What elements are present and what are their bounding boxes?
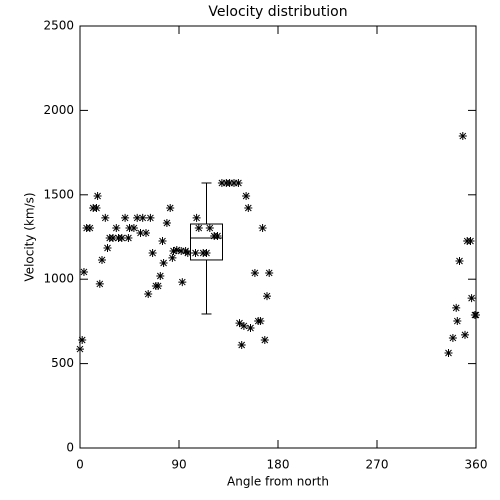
box	[190, 223, 223, 261]
data-point	[260, 335, 269, 344]
plot-frame	[79, 25, 477, 449]
data-point	[133, 213, 142, 222]
data-point	[92, 203, 101, 212]
data-point	[448, 333, 457, 342]
data-point	[444, 348, 453, 357]
x-tick-label: 360	[465, 458, 488, 472]
data-point	[103, 243, 112, 252]
data-point	[168, 253, 177, 262]
data-point	[458, 132, 467, 141]
data-point	[217, 178, 226, 187]
data-point	[263, 292, 271, 301]
data-point	[158, 237, 167, 246]
data-point	[453, 317, 462, 326]
data-point	[159, 258, 168, 267]
data-point	[235, 319, 244, 328]
x-tick-label: 0	[76, 458, 84, 472]
data-point	[162, 218, 171, 227]
data-point	[467, 294, 476, 303]
data-point	[242, 191, 251, 200]
data-point	[76, 345, 84, 354]
data-point	[183, 249, 192, 258]
y-axis-label: Velocity (km/s)	[23, 192, 37, 281]
data-point	[244, 203, 253, 212]
data-point	[225, 178, 234, 187]
data-point	[194, 224, 203, 233]
data-point	[461, 330, 469, 339]
data-point	[239, 321, 248, 330]
y-tick-label: 2500	[43, 19, 74, 33]
data-point	[142, 228, 150, 237]
data-point	[213, 231, 222, 240]
chart-title: Velocity distribution	[208, 4, 347, 20]
data-point	[256, 317, 265, 326]
y-tick-label: 1500	[43, 187, 74, 201]
data-point	[466, 237, 475, 246]
data-point	[125, 224, 134, 233]
data-point	[169, 247, 178, 256]
data-point	[230, 178, 238, 187]
data-point	[455, 256, 464, 265]
data-point	[191, 249, 200, 258]
data-point	[101, 213, 110, 222]
data-point	[93, 191, 102, 200]
data-point	[136, 228, 145, 237]
data-point	[472, 310, 480, 319]
data-point	[121, 213, 130, 222]
data-point	[78, 335, 87, 344]
data-point	[202, 249, 211, 258]
data-point	[246, 323, 255, 332]
y-tick-label: 1000	[43, 272, 74, 286]
data-point	[148, 249, 157, 258]
data-point	[250, 268, 259, 277]
data-point	[144, 290, 153, 299]
data-point	[452, 303, 461, 312]
data-point	[172, 245, 181, 254]
y-tick-label: 2000	[43, 103, 74, 117]
data-point	[166, 203, 175, 212]
x-tick-label: 90	[171, 458, 186, 472]
data-point	[205, 224, 214, 233]
data-point	[192, 213, 201, 222]
data-point	[98, 255, 106, 264]
data-point	[146, 213, 155, 222]
data-point	[124, 234, 133, 243]
data-point	[79, 267, 88, 276]
y-tick-label: 500	[51, 356, 74, 370]
data-point	[154, 281, 163, 290]
data-point	[178, 278, 187, 287]
data-point	[112, 224, 121, 233]
data-point	[117, 234, 126, 243]
data-point	[234, 178, 243, 187]
x-tick-label: 180	[267, 458, 290, 472]
data-point	[138, 213, 147, 222]
data-point	[109, 234, 117, 243]
x-tick-label: 270	[366, 458, 389, 472]
data-point	[129, 224, 138, 233]
y-tick-label: 0	[66, 441, 74, 455]
x-axis-label: Angle from north	[227, 475, 329, 489]
data-point	[237, 341, 246, 350]
data-point	[156, 271, 165, 280]
data-point	[85, 224, 94, 233]
data-point	[177, 247, 186, 256]
data-point	[265, 268, 274, 277]
data-point	[258, 224, 267, 233]
data-point	[95, 279, 104, 288]
